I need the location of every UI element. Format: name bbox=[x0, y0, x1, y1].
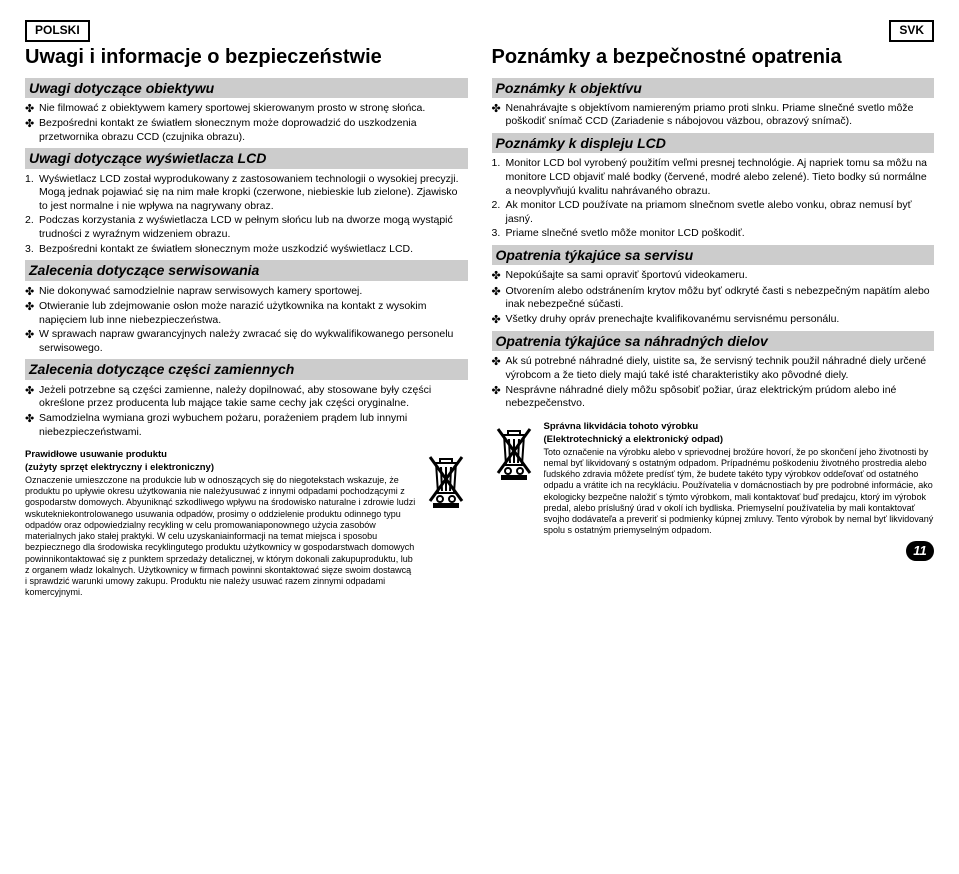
fleur-icon: ✤ bbox=[25, 300, 39, 327]
section-head-lcd-r: Poznámky k displeju LCD bbox=[492, 133, 935, 153]
section-head-service-r: Opatrenia týkajúce sa servisu bbox=[492, 245, 935, 265]
fleur-icon: ✤ bbox=[492, 269, 506, 283]
body-text: Monitor LCD bol vyrobený použitím veľmi … bbox=[506, 157, 935, 198]
disposal-title: Prawidłowe usuwanie produktu bbox=[25, 449, 416, 461]
fleur-icon: ✤ bbox=[25, 328, 39, 355]
disposal-title-r: Správna likvidácia tohoto výrobku bbox=[544, 421, 935, 433]
fleur-item: ✤Nie dokonywać samodzielnie napraw serwi… bbox=[25, 285, 468, 299]
body-text: Nepokúšajte sa sami opraviť športovú vid… bbox=[506, 269, 935, 283]
page-number: 11 bbox=[906, 541, 934, 561]
fleur-item: ✤Bezpośredni kontakt ze światłem słonecz… bbox=[25, 117, 468, 144]
weee-icon bbox=[492, 423, 536, 537]
fleur-icon: ✤ bbox=[25, 117, 39, 144]
fleur-item: ✤Samodzielna wymiana grozi wybuchem poża… bbox=[25, 412, 468, 439]
num-marker: 2. bbox=[492, 199, 506, 226]
body-text: Nenahrávajte s objektívom namiereným pri… bbox=[506, 102, 935, 129]
body-text: Wyświetlacz LCD został wyprodukowany z z… bbox=[39, 173, 468, 214]
num-marker: 3. bbox=[492, 227, 506, 241]
body-text: Nie dokonywać samodzielnie napraw serwis… bbox=[39, 285, 468, 299]
fleur-icon: ✤ bbox=[25, 412, 39, 439]
fleur-icon: ✤ bbox=[25, 384, 39, 411]
fleur-item: ✤Otwieranie lub zdejmowanie osłon może n… bbox=[25, 300, 468, 327]
body-text: Nie filmować z obiektywem kamery sportow… bbox=[39, 102, 468, 116]
fleur-item: ✤Otvorením alebo odstránením krytov môžu… bbox=[492, 285, 935, 312]
page-container: POLSKI Uwagi i informacje o bezpieczeńst… bbox=[25, 20, 934, 599]
lang-badge-left: POLSKI bbox=[25, 20, 90, 42]
body-text: Otvorením alebo odstránením krytov môžu … bbox=[506, 285, 935, 312]
num-item: 1.Monitor LCD bol vyrobený použitím veľm… bbox=[492, 157, 935, 198]
fleur-icon: ✤ bbox=[492, 384, 506, 411]
left-column: POLSKI Uwagi i informacje o bezpieczeńst… bbox=[25, 20, 468, 599]
fleur-item: ✤Všetky druhy opráv prenechajte kvalifik… bbox=[492, 313, 935, 327]
section-head-lens-r: Poznámky k objektívu bbox=[492, 78, 935, 98]
fleur-icon: ✤ bbox=[492, 102, 506, 129]
num-item: 2.Ak monitor LCD používate na priamom sl… bbox=[492, 199, 935, 226]
disposal-block: Prawidłowe usuwanie produktu (zużyty spr… bbox=[25, 449, 468, 599]
fleur-item: ✤W sprawach napraw gwarancyjnych należy … bbox=[25, 328, 468, 355]
num-item: 2.Podczas korzystania z wyświetlacza LCD… bbox=[25, 214, 468, 241]
disposal-subtitle-r: (Elektrotechnický a elektronický odpad) bbox=[544, 434, 935, 446]
section-head-lcd: Uwagi dotyczące wyświetlacza LCD bbox=[25, 148, 468, 168]
num-marker: 2. bbox=[25, 214, 39, 241]
fleur-item: ✤Jeżeli potrzebne są części zamienne, na… bbox=[25, 384, 468, 411]
disposal-body: Oznaczenie umieszczone na produkcie lub … bbox=[25, 475, 416, 599]
body-text: Podczas korzystania z wyświetlacza LCD w… bbox=[39, 214, 468, 241]
main-title-left: Uwagi i informacje o bezpieczeństwie bbox=[25, 44, 468, 70]
body-text: Otwieranie lub zdejmowanie osłon może na… bbox=[39, 300, 468, 327]
num-marker: 3. bbox=[25, 243, 39, 257]
fleur-item: ✤Ak sú potrebné náhradné diely, uistite … bbox=[492, 355, 935, 382]
body-text: Jeżeli potrzebne są części zamienne, nal… bbox=[39, 384, 468, 411]
main-title-right: Poznámky a bezpečnostné opatrenia bbox=[492, 44, 935, 70]
fleur-icon: ✤ bbox=[492, 355, 506, 382]
body-text: Bezpośredni kontakt ze światłem słoneczn… bbox=[39, 117, 468, 144]
fleur-icon: ✤ bbox=[492, 285, 506, 312]
section-head-parts: Zalecenia dotyczące części zamiennych bbox=[25, 359, 468, 379]
fleur-item: ✤Nesprávne náhradné diely môžu spôsobiť … bbox=[492, 384, 935, 411]
fleur-icon: ✤ bbox=[25, 102, 39, 116]
section-head-lens: Uwagi dotyczące obiektywu bbox=[25, 78, 468, 98]
body-text: Priame slnečné svetlo môže monitor LCD p… bbox=[506, 227, 935, 241]
body-text: Ak sú potrebné náhradné diely, uistite s… bbox=[506, 355, 935, 382]
weee-icon bbox=[424, 451, 468, 599]
fleur-item: ✤Nenahrávajte s objektívom namiereným pr… bbox=[492, 102, 935, 129]
body-text: Samodzielna wymiana grozi wybuchem pożar… bbox=[39, 412, 468, 439]
fleur-item: ✤Nepokúšajte sa sami opraviť športovú vi… bbox=[492, 269, 935, 283]
body-text: Všetky druhy opráv prenechajte kvalifiko… bbox=[506, 313, 935, 327]
body-text: Ak monitor LCD používate na priamom slne… bbox=[506, 199, 935, 226]
right-column: SVK Poznámky a bezpečnostné opatrenia Po… bbox=[492, 20, 935, 599]
page-number-wrap: 11 bbox=[492, 541, 935, 561]
fleur-icon: ✤ bbox=[25, 285, 39, 299]
section-head-service: Zalecenia dotyczące serwisowania bbox=[25, 260, 468, 280]
body-text: W sprawach napraw gwarancyjnych należy z… bbox=[39, 328, 468, 355]
lang-badge-right: SVK bbox=[889, 20, 934, 42]
num-item: 3.Priame slnečné svetlo môže monitor LCD… bbox=[492, 227, 935, 241]
num-item: 3.Bezpośredni kontakt ze światłem słonec… bbox=[25, 243, 468, 257]
disposal-body-r: Toto označenie na výrobku alebo v spriev… bbox=[544, 447, 935, 537]
section-head-parts-r: Opatrenia týkajúce sa náhradných dielov bbox=[492, 331, 935, 351]
body-text: Nesprávne náhradné diely môžu spôsobiť p… bbox=[506, 384, 935, 411]
body-text: Bezpośredni kontakt ze światłem słoneczn… bbox=[39, 243, 468, 257]
num-marker: 1. bbox=[492, 157, 506, 198]
fleur-item: ✤Nie filmować z obiektywem kamery sporto… bbox=[25, 102, 468, 116]
disposal-block-r: Správna likvidácia tohoto výrobku (Elekt… bbox=[492, 421, 935, 537]
num-marker: 1. bbox=[25, 173, 39, 214]
num-item: 1.Wyświetlacz LCD został wyprodukowany z… bbox=[25, 173, 468, 214]
fleur-icon: ✤ bbox=[492, 313, 506, 327]
disposal-subtitle: (zużyty sprzęt elektryczny i elektronicz… bbox=[25, 462, 416, 474]
